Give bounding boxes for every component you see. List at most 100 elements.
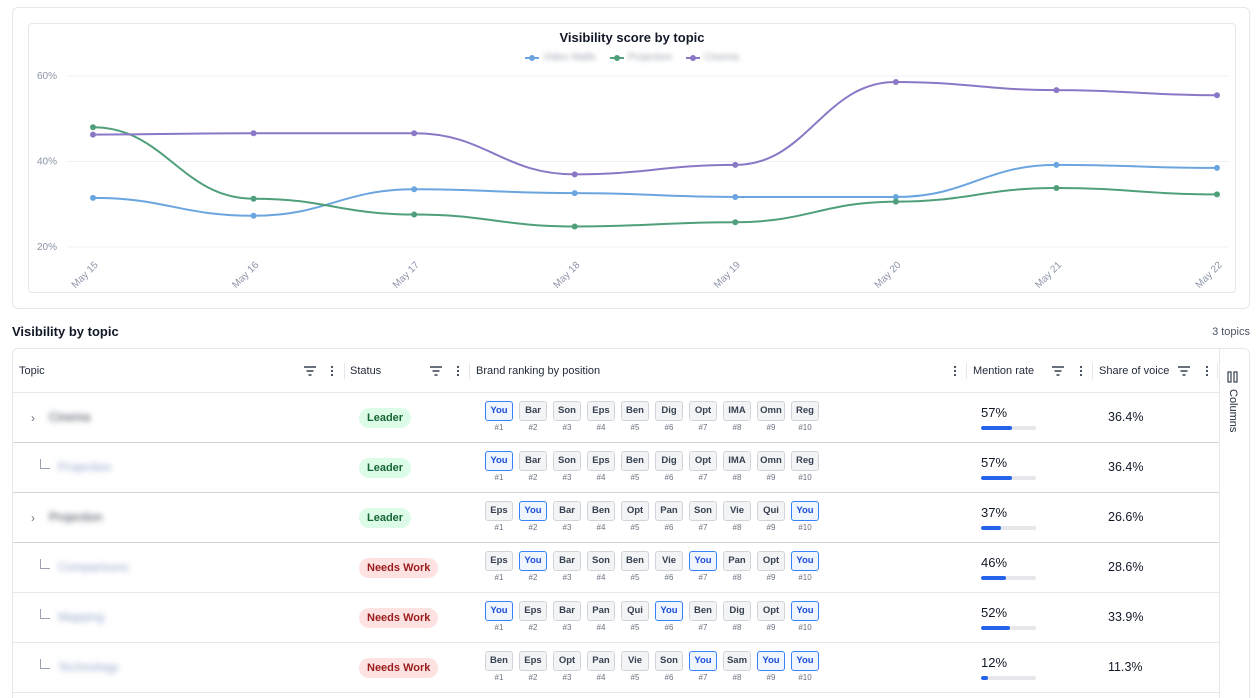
column-separator[interactable] [966, 363, 967, 379]
data-point[interactable] [90, 124, 96, 131]
brand-chip[interactable]: IMA [723, 451, 751, 471]
data-point[interactable] [571, 190, 578, 197]
brand-chip[interactable]: Bar [553, 551, 581, 571]
column-separator[interactable] [1092, 363, 1093, 379]
brand-chip[interactable]: Qui [621, 601, 649, 621]
brand-chip[interactable]: Vie [621, 651, 649, 671]
header-share-of-voice[interactable]: Share of voice [1099, 365, 1170, 377]
chevron-right-icon[interactable]: › [31, 411, 35, 425]
brand-chip[interactable]: Opt [689, 401, 717, 421]
table-row[interactable]: Mapping Needs Work You #1 Eps #2 Bar #3 Pan #4 Qui… [13, 593, 1220, 643]
brand-chip[interactable]: Ben [621, 451, 649, 471]
data-point[interactable] [732, 193, 739, 200]
table-row[interactable]: Technology Needs Work Ben #1 Eps #2 Opt #3 Pan #4… [13, 643, 1220, 693]
data-point[interactable] [411, 211, 418, 218]
filter-icon[interactable] [304, 364, 316, 378]
brand-chip[interactable]: Vie [723, 501, 751, 521]
brand-chip-you[interactable]: You [791, 551, 819, 571]
brand-chip[interactable]: Eps [587, 451, 615, 471]
brand-chip-you[interactable]: You [791, 651, 819, 671]
data-point[interactable] [90, 194, 96, 201]
data-point[interactable] [1214, 191, 1220, 198]
brand-chip[interactable]: Bar [519, 451, 547, 471]
brand-chip[interactable]: Eps [519, 651, 547, 671]
brand-chip[interactable]: Ben [689, 601, 717, 621]
brand-chip[interactable]: Pan [723, 551, 751, 571]
brand-chip[interactable]: Qui [757, 501, 785, 521]
more-vertical-icon[interactable] [452, 364, 464, 378]
filter-icon[interactable] [1178, 364, 1190, 378]
data-point[interactable] [411, 186, 418, 193]
brand-chip[interactable]: Dig [655, 401, 683, 421]
data-point[interactable] [90, 131, 96, 138]
data-point[interactable] [1053, 185, 1060, 192]
more-vertical-icon[interactable] [326, 364, 338, 378]
brand-chip[interactable]: Opt [757, 601, 785, 621]
brand-chip[interactable]: Dig [655, 451, 683, 471]
more-vertical-icon[interactable] [949, 364, 961, 378]
brand-chip[interactable]: Eps [485, 501, 513, 521]
brand-chip-you[interactable]: You [791, 601, 819, 621]
data-point[interactable] [732, 161, 739, 168]
brand-chip[interactable]: Pan [587, 651, 615, 671]
brand-chip[interactable]: Bar [519, 401, 547, 421]
brand-chip[interactable]: Sam [723, 651, 751, 671]
data-point[interactable] [1053, 161, 1060, 168]
header-status[interactable]: Status [350, 365, 382, 377]
data-point[interactable] [1053, 87, 1060, 94]
brand-chip[interactable]: Ben [587, 501, 615, 521]
data-point[interactable] [411, 130, 418, 137]
brand-chip[interactable]: Ben [621, 551, 649, 571]
data-point[interactable] [571, 223, 578, 230]
brand-chip[interactable]: Pan [655, 501, 683, 521]
filter-icon[interactable] [430, 364, 442, 378]
data-point[interactable] [892, 78, 899, 85]
brand-chip[interactable]: Ben [621, 401, 649, 421]
data-point[interactable] [250, 130, 257, 137]
brand-chip-you[interactable]: You [791, 501, 819, 521]
brand-chip[interactable]: Opt [689, 451, 717, 471]
brand-chip[interactable]: Omn [757, 401, 785, 421]
brand-chip[interactable]: Bar [553, 501, 581, 521]
header-mention-rate[interactable]: Mention rate [973, 365, 1035, 377]
column-separator[interactable] [1217, 363, 1218, 379]
brand-chip-you[interactable]: You [689, 551, 717, 571]
brand-chip-you[interactable]: You [485, 601, 513, 621]
brand-chip-you[interactable]: You [757, 651, 785, 671]
more-vertical-icon[interactable] [1075, 364, 1087, 378]
filter-icon[interactable] [1052, 364, 1064, 378]
brand-chip[interactable]: Eps [587, 401, 615, 421]
brand-chip[interactable]: Pan [587, 601, 615, 621]
data-point[interactable] [732, 219, 739, 226]
chevron-right-icon[interactable]: › [31, 511, 35, 525]
brand-chip[interactable]: Reg [791, 401, 819, 421]
legend-item[interactable]: Cinema [686, 52, 739, 63]
data-point[interactable] [1214, 92, 1220, 99]
data-point[interactable] [250, 212, 257, 219]
column-separator[interactable] [344, 363, 345, 379]
brand-chip-you[interactable]: You [689, 651, 717, 671]
columns-side-panel[interactable]: Columns [1219, 349, 1249, 698]
header-topic[interactable]: Topic [19, 365, 45, 377]
legend-item[interactable]: Projection [609, 52, 672, 63]
brand-chip-you[interactable]: You [655, 601, 683, 621]
brand-chip[interactable]: Son [553, 451, 581, 471]
brand-chip[interactable]: Opt [757, 551, 785, 571]
data-point[interactable] [892, 198, 899, 205]
brand-chip[interactable]: Ben [485, 651, 513, 671]
brand-chip[interactable]: Son [587, 551, 615, 571]
brand-chip[interactable]: Opt [621, 501, 649, 521]
brand-chip[interactable]: Son [689, 501, 717, 521]
table-row[interactable]: › Projection Leader Eps #1 You #2 Bar #3 Ben #4 Opt… [13, 493, 1220, 543]
brand-chip[interactable]: Son [655, 651, 683, 671]
brand-chip-you[interactable]: You [485, 451, 513, 471]
brand-chip-you[interactable]: You [485, 401, 513, 421]
brand-chip[interactable]: Son [553, 401, 581, 421]
brand-chip[interactable]: Eps [485, 551, 513, 571]
brand-chip[interactable]: Opt [553, 651, 581, 671]
column-separator[interactable] [469, 363, 470, 379]
table-row[interactable]: Projection Leader You #1 Bar #2 Son #3 Eps #4 Ben #… [13, 443, 1220, 493]
data-point[interactable] [250, 195, 257, 202]
more-vertical-icon[interactable] [1201, 364, 1213, 378]
brand-chip[interactable]: Reg [791, 451, 819, 471]
